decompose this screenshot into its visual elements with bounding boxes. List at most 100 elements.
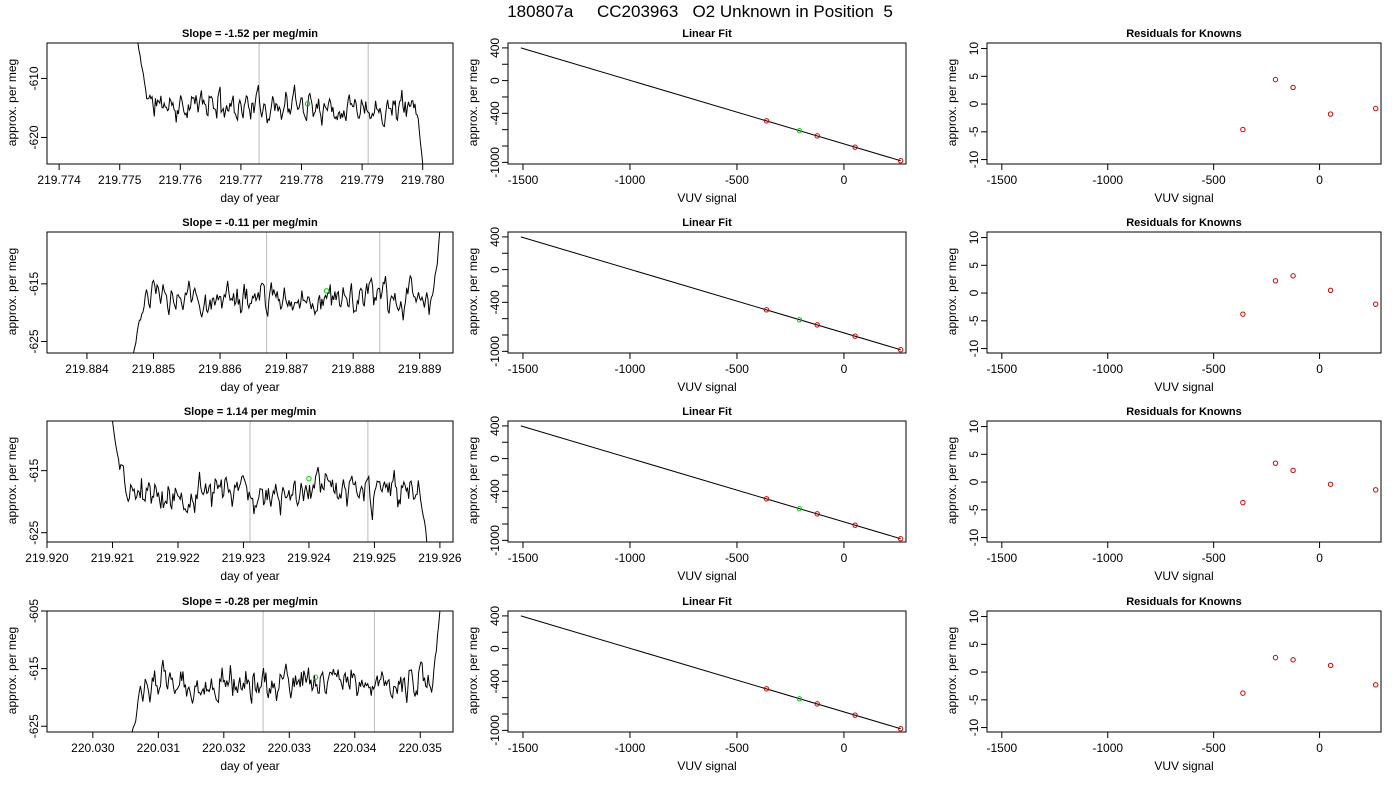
plot-frame: [507, 231, 907, 354]
y-axis-label: approx. per meg: [945, 437, 959, 524]
y-tick-label: -615: [27, 272, 41, 296]
x-tick-label: 219.888: [331, 362, 375, 376]
x-tick-label: 219.887: [265, 362, 309, 376]
known-point: [763, 307, 770, 313]
y-tick-label: 0: [967, 478, 981, 485]
x-tick-label: -1000: [615, 362, 646, 376]
known-point: [852, 333, 858, 339]
known-point: [897, 158, 904, 164]
panel-title: Residuals for Knowns: [1126, 596, 1242, 608]
x-tick-label: -500: [1202, 173, 1226, 187]
y-tick-label: -625: [27, 329, 41, 353]
x-tick-label: -1000: [1092, 362, 1123, 376]
plot-area: [520, 236, 904, 353]
fit-panel-4: Linear Fit VUV signal approx. per meg -1500…: [466, 596, 907, 773]
x-tick-label: 219.775: [98, 173, 142, 187]
trace-panel-2: Slope = -0.11 per meg/min day of year appr…: [5, 217, 454, 394]
x-tick-label: 0: [841, 173, 848, 187]
x-tick-label: 219.779: [340, 173, 384, 187]
y-tick-label: -615: [27, 656, 41, 680]
y-tick-label: 10: [967, 420, 981, 434]
y-tick-label: -5: [967, 504, 981, 515]
unknown-marker: [323, 288, 330, 294]
x-tick-label: 219.921: [91, 551, 135, 565]
plot-area: [137, 43, 424, 164]
x-tick-label: -500: [725, 362, 749, 376]
residual-point: [1272, 460, 1279, 466]
y-axis-label: approx. per meg: [5, 437, 19, 524]
x-tick-label: -500: [725, 173, 749, 187]
x-axis-label: VUV signal: [1154, 569, 1213, 583]
plot-frame: [986, 231, 1382, 354]
x-tick-label: 0: [1316, 551, 1323, 565]
residual-point: [1240, 690, 1246, 696]
x-tick-label: 219.922: [156, 551, 200, 565]
x-axis-label: day of year: [220, 191, 279, 205]
fit-line: [520, 47, 901, 162]
x-tick-label: -1000: [615, 551, 646, 565]
x-tick-label: 219.884: [65, 362, 109, 376]
x-tick-label: -1500: [986, 741, 1017, 755]
y-tick-label: -400: [488, 101, 502, 125]
x-tick-label: -1500: [986, 551, 1017, 565]
trace-panel-3: Slope = 1.14 per meg/min day of year appro…: [5, 406, 462, 583]
y-tick-label: 400: [488, 227, 502, 247]
x-tick-label: -500: [725, 741, 749, 755]
panel-title: Residuals for Knowns: [1126, 28, 1242, 40]
y-tick-label: -1000: [488, 715, 502, 746]
x-tick-label: -500: [725, 551, 749, 565]
plot-area: [1240, 273, 1379, 317]
x-tick-label: -1500: [508, 173, 539, 187]
panel-title: Slope = -0.11 per meg/min: [182, 217, 318, 229]
y-axis-label: approx. per meg: [5, 59, 19, 146]
unknown-point: [796, 128, 803, 134]
x-tick-label: -1500: [508, 551, 539, 565]
x-tick-label: 0: [841, 741, 848, 755]
y-axis-label: approx. per meg: [466, 59, 480, 146]
residual-point: [1290, 84, 1296, 91]
fit-panel-3: Linear Fit VUV signal approx. per meg -1500…: [466, 406, 907, 583]
y-tick-label: -1000: [488, 336, 502, 367]
y-tick-label: -625: [27, 520, 41, 544]
y-tick-label: 0: [967, 100, 981, 107]
x-axis-label: VUV signal: [677, 569, 736, 583]
y-tick-label: -605: [27, 599, 41, 623]
panel-title: Linear Fit: [682, 28, 732, 40]
residual-point: [1240, 499, 1246, 506]
x-tick-label: -1500: [508, 362, 539, 376]
unknown-marker: [312, 674, 319, 680]
x-axis-label: VUV signal: [677, 191, 736, 205]
y-tick-label: -5: [967, 126, 981, 137]
unknown-point: [796, 696, 803, 702]
x-tick-label: -1500: [986, 173, 1017, 187]
x-tick-label: -1000: [1092, 551, 1123, 565]
y-tick-label: -5: [967, 694, 981, 705]
known-point: [814, 322, 820, 328]
y-axis-label: approx. per meg: [5, 627, 19, 714]
plot-frame: [46, 610, 454, 733]
plot-area: [133, 232, 441, 353]
panel-title: Linear Fit: [682, 217, 732, 229]
residual-point: [1373, 301, 1379, 307]
plot-area: [1240, 654, 1379, 696]
x-tick-label: 219.886: [198, 362, 242, 376]
x-tick-label: 219.889: [398, 362, 442, 376]
residual-point: [1327, 111, 1334, 117]
x-tick-label: -1000: [615, 741, 646, 755]
plot-frame: [986, 42, 1382, 165]
y-axis-label: approx. per meg: [5, 248, 19, 335]
known-point: [852, 144, 858, 150]
y-tick-label: 5: [967, 73, 981, 80]
residual-point: [1327, 662, 1334, 669]
panel-title: Linear Fit: [682, 596, 732, 608]
x-tick-label: 220.032: [202, 741, 246, 755]
known-point: [897, 347, 904, 353]
x-tick-label: 219.923: [222, 551, 266, 565]
unknown-marker: [304, 101, 311, 107]
panel-title: Linear Fit: [682, 406, 732, 418]
panel-title: Residuals for Knowns: [1126, 217, 1242, 229]
plot-area: [112, 421, 428, 542]
y-tick-label: 0: [488, 266, 502, 273]
y-tick-label: -400: [488, 669, 502, 693]
